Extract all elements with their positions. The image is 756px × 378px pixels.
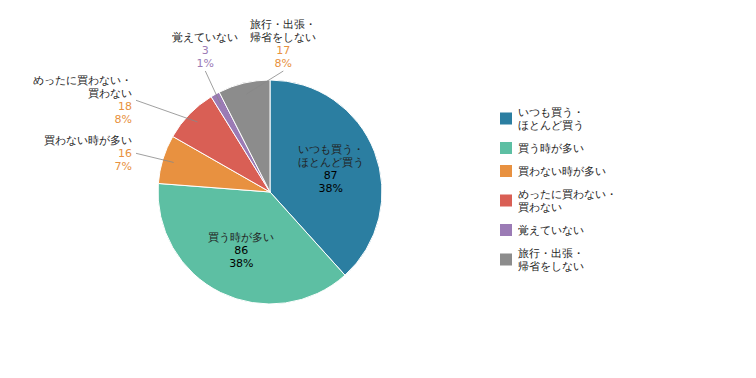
leader-line [247, 71, 284, 94]
legend-item: 覚えていない [500, 224, 584, 237]
slice-category: 覚えていない [172, 31, 238, 44]
legend-label: 買わない時が多い [518, 165, 606, 178]
slice-label: めったに買わない・買わない188% [33, 74, 132, 126]
slices [158, 80, 382, 304]
legend-swatch [500, 224, 512, 236]
chart: いつも買う・ほとんど買う8738%買う時が多い8638%買わない時が多い167%… [0, 0, 756, 378]
count-label: 16 [118, 147, 132, 160]
slice-label: 買う時が多い8638% [208, 231, 274, 270]
slice-category: 買う時が多い [208, 231, 274, 244]
percent-label: 7% [115, 160, 132, 173]
count-label: 86 [234, 244, 248, 257]
leader-line [205, 71, 220, 104]
slice-category: いつも買う・ほとんど買う [298, 143, 364, 169]
legend-swatch [500, 254, 512, 266]
legend-item: めったに買わない・買わない [500, 188, 617, 214]
legend-label: 覚えていない [518, 224, 584, 237]
data-labels: いつも買う・ほとんど買う8738%買う時が多い8638%買わない時が多い167%… [33, 18, 364, 270]
percent-label: 38% [229, 257, 253, 270]
legend-label: 買う時が多い [518, 142, 584, 155]
percent-label: 8% [115, 113, 132, 126]
legend: いつも買う・ほとんど買う買う時が多い買わない時が多いめったに買わない・買わない覚… [500, 106, 617, 273]
pie-slice [219, 80, 270, 192]
legend-label: いつも買う・ほとんど買う [518, 106, 584, 132]
legend-swatch [500, 195, 512, 207]
percent-label: 38% [318, 182, 342, 195]
legend-label: 旅行・出張・帰省をしない [518, 247, 584, 273]
count-label: 87 [324, 169, 338, 182]
slice-label: 旅行・出張・帰省をしない178% [250, 18, 316, 70]
slice-category: めったに買わない・買わない [33, 74, 132, 100]
slice-label: いつも買う・ほとんど買う8738% [298, 143, 364, 195]
leader-line [136, 100, 198, 122]
legend-item: 買う時が多い [500, 142, 584, 155]
leader-line [136, 153, 174, 162]
legend-swatch [500, 165, 512, 177]
count-label: 17 [276, 44, 290, 57]
legend-item: 買わない時が多い [500, 165, 606, 178]
slice-label: 買わない時が多い167% [44, 134, 132, 173]
legend-item: 旅行・出張・帰省をしない [500, 247, 584, 273]
percent-label: 8% [275, 57, 292, 70]
percent-label: 1% [197, 57, 214, 70]
pie-slice [158, 183, 345, 304]
legend-label: めったに買わない・買わない [518, 188, 617, 214]
slice-label: 覚えていない31% [172, 31, 238, 70]
slice-category: 買わない時が多い [44, 134, 132, 147]
legend-item: いつも買う・ほとんど買う [500, 106, 584, 132]
legend-swatch [500, 113, 512, 125]
count-label: 18 [118, 100, 132, 113]
count-label: 3 [202, 44, 209, 57]
legend-swatch [500, 142, 512, 154]
slice-category: 旅行・出張・帰省をしない [250, 18, 316, 44]
